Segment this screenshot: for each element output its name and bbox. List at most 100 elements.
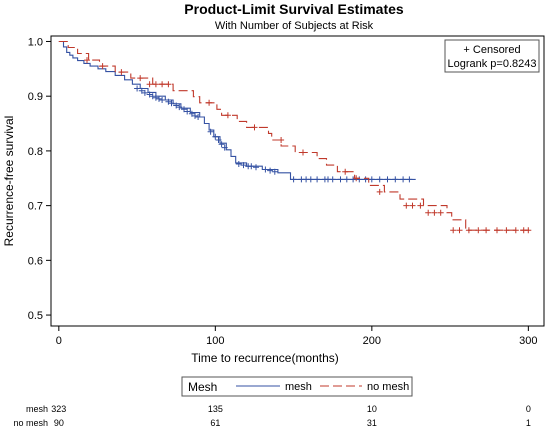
risk-count: 61 (210, 418, 220, 428)
censor-mark-mesh (176, 104, 183, 111)
censor-mark-no-mesh (512, 227, 519, 234)
censor-mark-mesh (253, 164, 259, 171)
risk-count: 135 (208, 404, 223, 414)
censor-mark-mesh (235, 161, 242, 167)
censor-mark-no-mesh (137, 75, 144, 82)
legend-label-no-mesh: no mesh (367, 381, 409, 393)
censor-mark-mesh (165, 98, 172, 105)
censor-mark-mesh (329, 176, 336, 183)
censor-mark-mesh (195, 114, 202, 120)
censor-mark-no-mesh (99, 63, 106, 70)
censor-mark-mesh (376, 176, 383, 183)
censor-mark-no-mesh (84, 57, 90, 64)
censor-mark-mesh (188, 110, 195, 117)
censor-mark-mesh (134, 85, 141, 92)
censor-mark-no-mesh (146, 81, 153, 88)
y-tick-label: 0.5 (28, 310, 43, 322)
legend-frame (181, 376, 413, 397)
censor-mark-no-mesh (494, 227, 500, 234)
x-axis: 0 100 200 300 (56, 326, 538, 347)
legend-title: Mesh (188, 380, 217, 394)
censor-mark-mesh (337, 176, 344, 183)
censor-mark-no-mesh (206, 99, 213, 106)
censor-mark-mesh (343, 176, 350, 183)
censor-mark-mesh (262, 166, 269, 173)
censor-mark-mesh (184, 108, 191, 115)
censor-mark-no-mesh (342, 168, 349, 175)
censor-mark-mesh (146, 91, 153, 98)
censor-mark-mesh (212, 133, 219, 140)
censor-mark-mesh (181, 106, 187, 113)
risk-table: mesh 323 135 10 0 no mesh 90 61 31 1 (13, 404, 530, 428)
risk-count: 323 (51, 404, 66, 414)
censor-mark-mesh (406, 176, 413, 183)
censor-mark-no-mesh (417, 202, 424, 209)
series-layer (58, 40, 532, 234)
censor-mark-mesh (362, 176, 369, 183)
censor-mark-mesh (400, 176, 407, 183)
censor-mark-mesh (152, 94, 159, 101)
censor-mark-mesh (350, 176, 357, 183)
censor-mark-mesh (248, 163, 255, 170)
censor-mark-mesh (159, 97, 166, 103)
x-axis-label: Time to recurrence(months) (191, 351, 339, 365)
censored-note: + Censored (463, 44, 520, 56)
censor-mark-mesh (392, 176, 399, 183)
risk-count: 1 (526, 418, 531, 428)
censor-mark-mesh (290, 176, 297, 183)
censor-mark-mesh (384, 176, 391, 183)
censor-mark-no-mesh (300, 149, 306, 156)
y-tick-label: 0.7 (28, 201, 43, 213)
series-line-no-mesh (58, 40, 532, 231)
censor-mark-no-mesh (118, 69, 125, 76)
y-tick-label: 1.0 (28, 36, 43, 48)
censor-mark-mesh (173, 102, 180, 109)
y-tick-label: 0.8 (28, 146, 43, 158)
censor-mark-no-mesh (409, 202, 416, 209)
censor-mark-mesh (307, 176, 314, 183)
censor-mark-mesh (314, 176, 321, 183)
chart-title: Product-Limit Survival Estimates (184, 1, 404, 17)
y-tick-label: 0.9 (28, 91, 43, 103)
censor-mark-mesh (141, 89, 148, 96)
risk-count: 31 (367, 418, 377, 428)
risk-row-label: mesh (26, 404, 48, 414)
risk-count: 90 (54, 418, 64, 428)
x-tick-label: 100 (206, 335, 224, 347)
censor-mark-no-mesh (278, 137, 285, 143)
series-line-mesh (58, 40, 416, 180)
censor-mark-no-mesh (224, 112, 231, 119)
x-tick-label: 300 (519, 335, 537, 347)
censor-mark-no-mesh (475, 227, 482, 234)
y-axis: 0.5 0.6 0.7 0.8 0.9 1.0 (28, 36, 51, 322)
censor-mark-no-mesh (456, 227, 463, 234)
x-tick-label: 200 (363, 335, 381, 347)
censor-mark-no-mesh (437, 209, 444, 216)
inset-frame (444, 39, 540, 73)
censor-mark-mesh (368, 176, 375, 183)
censor-mark-mesh (156, 95, 162, 102)
censor-mark-mesh (138, 87, 145, 94)
y-axis-label: Recurrence-free survival (2, 116, 16, 247)
censor-mark-no-mesh (425, 209, 432, 216)
inset-box: + Censored Logrank p=0.8243 (444, 39, 540, 73)
censor-mark-mesh (215, 137, 222, 143)
censor-mark-mesh (271, 168, 278, 175)
censor-mark-mesh (207, 128, 214, 135)
censor-mark-mesh (267, 167, 274, 174)
censor-mark-mesh (192, 112, 198, 119)
censor-mark-no-mesh (431, 209, 438, 216)
censor-mark-no-mesh (165, 81, 172, 88)
censor-mark-mesh (168, 100, 175, 107)
legend: Mesh mesh no mesh (181, 376, 413, 397)
risk-count: 10 (367, 404, 377, 414)
plot-frame (50, 35, 545, 327)
censor-mark-mesh (218, 141, 225, 148)
censor-mark-no-mesh (353, 175, 360, 182)
censor-mark-no-mesh (450, 227, 457, 234)
x-tick-label: 0 (56, 335, 62, 347)
logrank-note: Logrank p=0.8243 (448, 58, 537, 70)
censor-mark-no-mesh (403, 202, 410, 209)
censor-mark-no-mesh (483, 227, 490, 234)
